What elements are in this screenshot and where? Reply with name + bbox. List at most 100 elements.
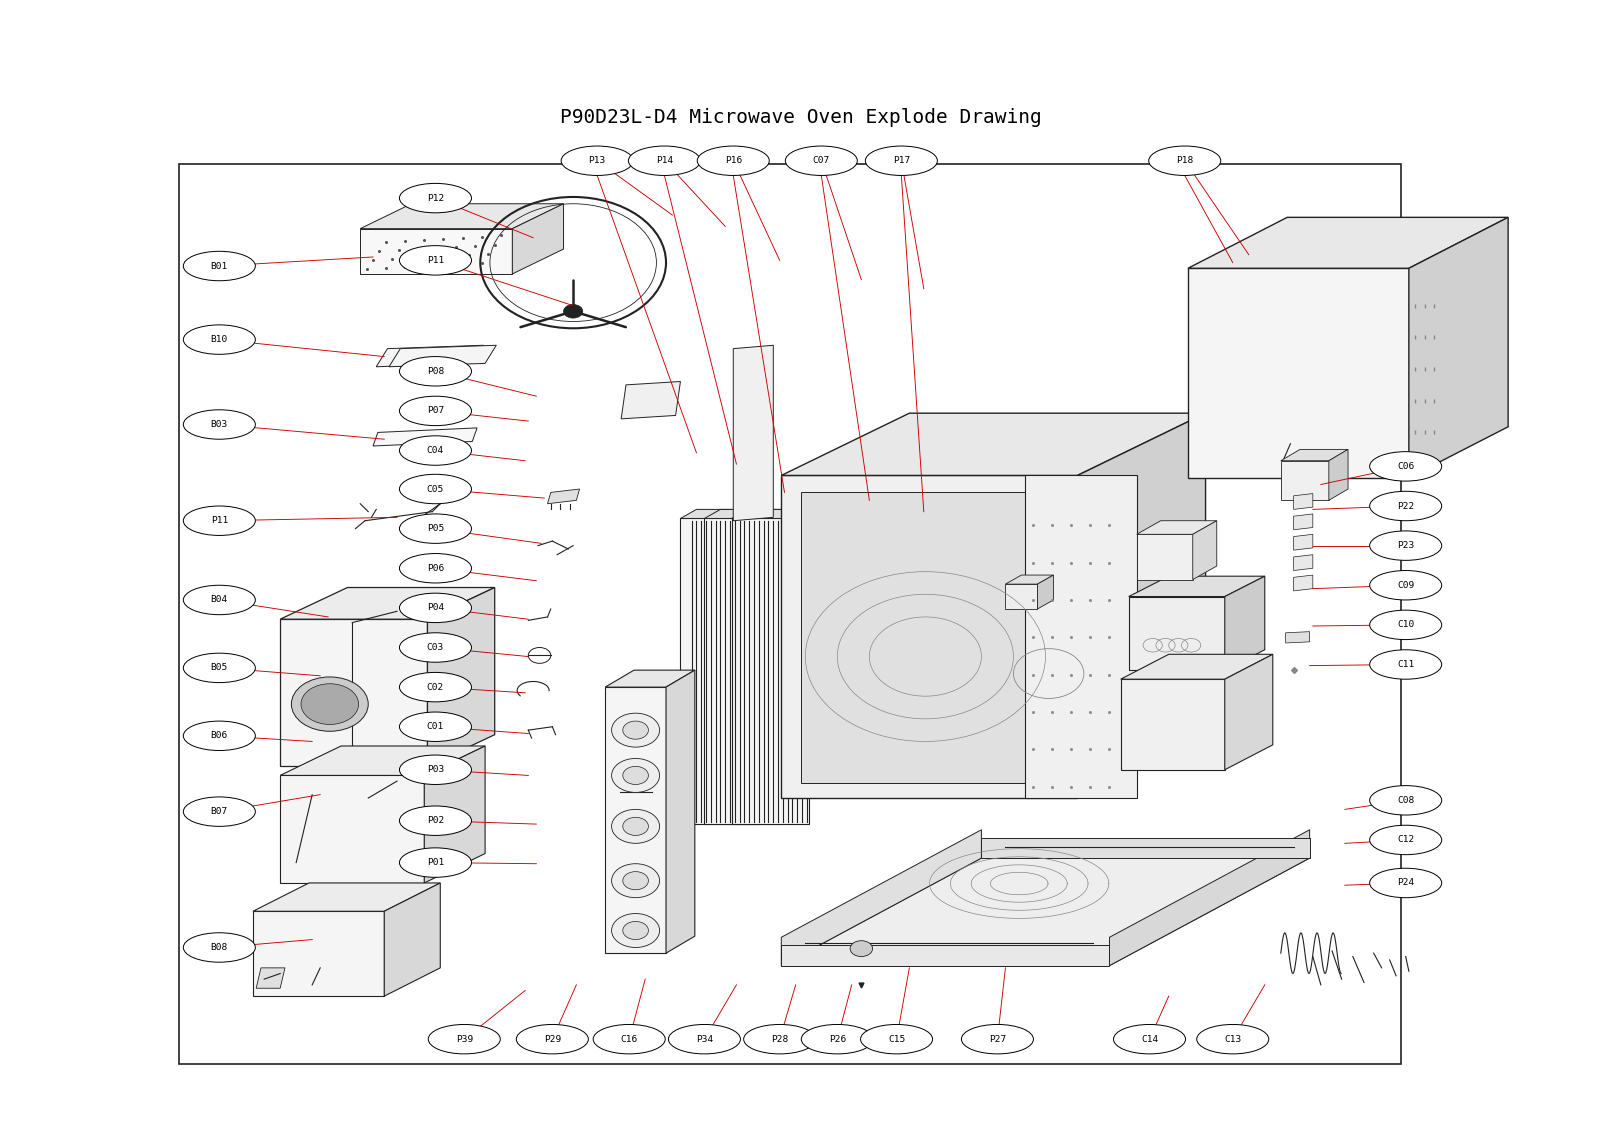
Polygon shape [1294,534,1313,550]
Polygon shape [1129,576,1265,597]
Circle shape [612,758,660,792]
Circle shape [623,921,648,940]
Polygon shape [280,619,427,766]
Text: C11: C11 [1398,660,1414,669]
Text: P23: P23 [1398,541,1414,550]
Text: C14: C14 [1142,1035,1158,1044]
Text: P18: P18 [1177,156,1193,165]
Circle shape [623,721,648,739]
Text: B04: B04 [211,595,227,604]
Circle shape [623,817,648,835]
Ellipse shape [628,146,701,175]
Text: P14: P14 [656,156,672,165]
Polygon shape [256,968,285,988]
Polygon shape [376,345,484,367]
Ellipse shape [698,146,770,175]
Polygon shape [253,883,440,911]
Polygon shape [548,489,580,504]
Polygon shape [704,509,797,518]
Ellipse shape [400,554,471,583]
Text: P27: P27 [989,1035,1005,1044]
Text: P06: P06 [427,564,443,573]
Ellipse shape [1369,786,1443,815]
Ellipse shape [183,251,256,281]
Ellipse shape [800,1024,874,1054]
Polygon shape [621,381,680,419]
Circle shape [612,809,660,843]
Polygon shape [1137,534,1193,580]
Polygon shape [280,746,485,775]
Polygon shape [1188,268,1409,478]
Ellipse shape [400,593,471,623]
Polygon shape [1286,632,1310,643]
Ellipse shape [183,721,256,751]
Polygon shape [1188,217,1508,268]
Polygon shape [1037,575,1053,609]
Ellipse shape [183,325,256,354]
Ellipse shape [961,1024,1034,1054]
Text: B05: B05 [211,663,227,672]
Text: C03: C03 [427,643,443,652]
Polygon shape [1109,830,1310,966]
Polygon shape [1409,217,1508,478]
Polygon shape [1225,576,1265,670]
Ellipse shape [1369,491,1443,521]
Polygon shape [360,229,512,274]
Ellipse shape [1369,610,1443,640]
Polygon shape [384,883,440,996]
Ellipse shape [400,183,471,213]
Ellipse shape [183,410,256,439]
Polygon shape [1294,575,1313,591]
Polygon shape [427,588,495,766]
Ellipse shape [400,357,471,386]
Text: P29: P29 [544,1035,560,1044]
Polygon shape [800,492,1065,783]
Ellipse shape [1114,1024,1185,1054]
Polygon shape [253,911,384,996]
Ellipse shape [400,633,471,662]
Text: P90D23L-D4 Microwave Oven Explode Drawing: P90D23L-D4 Microwave Oven Explode Drawin… [560,109,1041,127]
Ellipse shape [183,653,256,683]
Polygon shape [1193,521,1217,580]
Ellipse shape [183,585,256,615]
Polygon shape [1025,475,1137,798]
Polygon shape [666,670,695,953]
Polygon shape [1294,514,1313,530]
Text: P39: P39 [456,1035,472,1044]
Text: P28: P28 [772,1035,788,1044]
Text: C10: C10 [1398,620,1414,629]
Text: P26: P26 [829,1035,845,1044]
Ellipse shape [743,1024,815,1054]
Polygon shape [733,345,773,521]
Circle shape [564,305,583,318]
Text: P22: P22 [1398,501,1414,511]
Text: P13: P13 [589,156,605,165]
Circle shape [623,766,648,784]
Polygon shape [1005,584,1037,609]
Ellipse shape [400,474,471,504]
Ellipse shape [1369,571,1443,600]
Text: P12: P12 [427,194,443,203]
Ellipse shape [1196,1024,1268,1054]
Polygon shape [1281,461,1329,500]
Ellipse shape [400,848,471,877]
Ellipse shape [1369,650,1443,679]
Ellipse shape [183,797,256,826]
Polygon shape [732,518,809,824]
Polygon shape [280,775,424,883]
Text: C08: C08 [1398,796,1414,805]
Text: P03: P03 [427,765,443,774]
Ellipse shape [865,146,937,175]
Text: P04: P04 [427,603,443,612]
Text: P11: P11 [427,256,443,265]
Polygon shape [424,746,485,883]
Polygon shape [781,858,1310,966]
Text: P08: P08 [427,367,443,376]
Ellipse shape [861,1024,932,1054]
Text: B01: B01 [211,261,227,271]
Text: P01: P01 [427,858,443,867]
Polygon shape [781,475,1077,798]
Text: C01: C01 [427,722,443,731]
Circle shape [623,872,648,890]
Ellipse shape [400,514,471,543]
